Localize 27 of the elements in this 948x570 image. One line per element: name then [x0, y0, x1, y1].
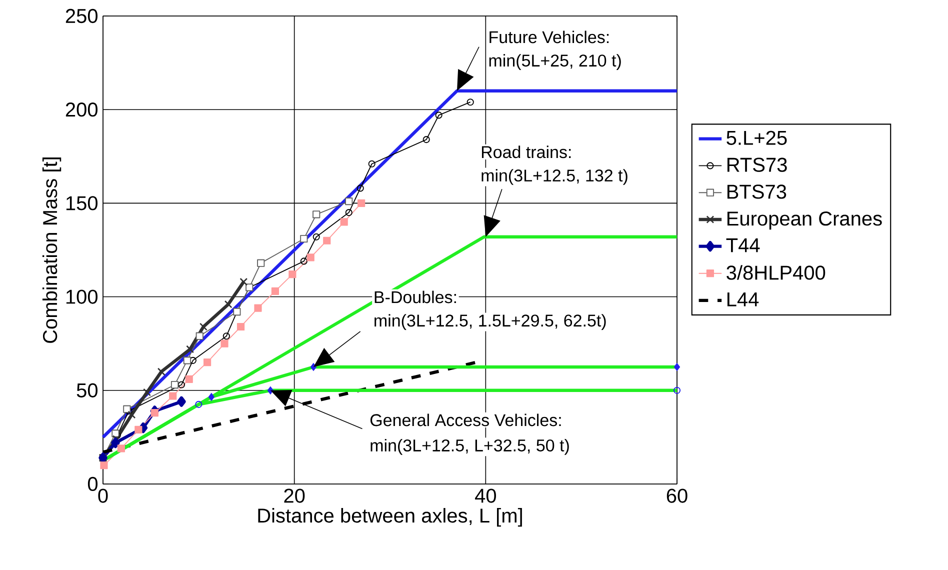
y-axis-title: Combination Mass [t] [42, 158, 62, 343]
legend-label: BTS73 [727, 184, 786, 199]
y-tick-label: 150 [66, 196, 98, 210]
x-tick-label: 20 [284, 488, 305, 503]
annotation: min(3L+12.5, 1.5L+29.5, 62.5t) [374, 314, 606, 330]
y-tick-label: 50 [76, 383, 98, 398]
annotation: Road trains: [482, 146, 571, 158]
annotation: General Access Vehicles: [370, 414, 561, 426]
legend-label: RTS73 [727, 158, 787, 172]
annotation: min(3L+12.5, L+32.5, 50 t) [370, 439, 569, 455]
x-tick-label: 0 [98, 488, 108, 503]
legend-label: T44 [726, 238, 760, 252]
y-tick-label: 200 [66, 102, 98, 117]
annotation: min(3L+12.5, 132 t) [482, 169, 628, 185]
annotation: B-Doubles: [374, 290, 456, 304]
legend-label: European Cranes [727, 212, 882, 230]
x-axis-title: Distance between axles, L [m] [258, 508, 522, 527]
y-tick-label: 0 [88, 476, 98, 492]
annotation: min(5L+25, 210 t) [489, 54, 621, 70]
legend-label: 3/8HLP400 [726, 265, 826, 280]
legend-label: L44 [727, 292, 759, 306]
y-tick-label: 100 [66, 290, 98, 304]
x-tick-label: 60 [666, 488, 688, 503]
x-tick-label: 40 [475, 488, 496, 503]
y-tick-label: 250 [66, 8, 98, 24]
annotation: Future Vehicles: [490, 30, 609, 44]
legend-label: 5.L+25 [726, 130, 787, 145]
